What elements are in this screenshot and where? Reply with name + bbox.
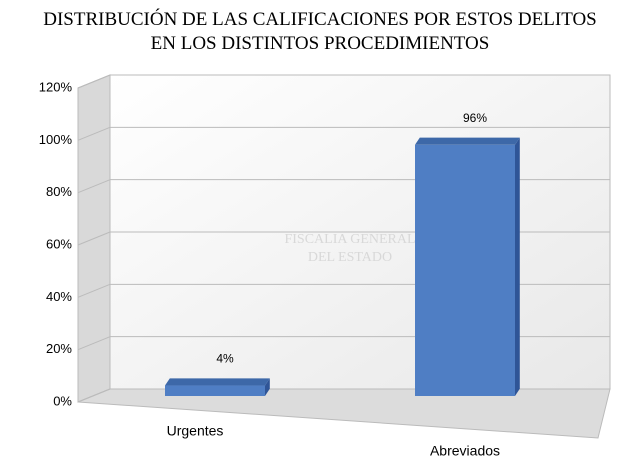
grid-line [77,74,111,89]
y-tick-label: 80% [46,184,72,199]
bar-side [265,378,270,396]
grid-line [77,388,111,403]
bar [415,144,515,396]
x-tick-label: Abreviados [430,443,500,459]
grid-line [77,231,111,246]
watermark: DEL ESTADO [308,250,392,265]
bar-side [515,137,520,396]
y-tick-label: 40% [46,289,72,304]
y-tick-label: 100% [39,132,73,147]
bar-top [415,137,520,145]
y-tick-label: 0% [53,393,72,408]
grid-line [77,179,111,194]
y-tick-label: 20% [46,341,72,356]
bar-top [165,378,270,386]
chart-title: DISTRIBUCIÓN DE LAS CALIFICACIONES POR E… [43,9,597,54]
value-label: 4% [216,352,234,366]
y-tick-label: 60% [46,236,72,251]
grid-line [77,283,111,298]
floor [77,388,611,439]
bar [165,385,265,396]
x-tick-label: Urgentes [167,423,224,439]
grid-line [77,126,111,141]
value-label: 96% [463,111,487,125]
y-tick-label: 120% [39,79,73,94]
grid-line [77,336,111,351]
watermark: FISCALIA GENERAL [284,232,415,247]
